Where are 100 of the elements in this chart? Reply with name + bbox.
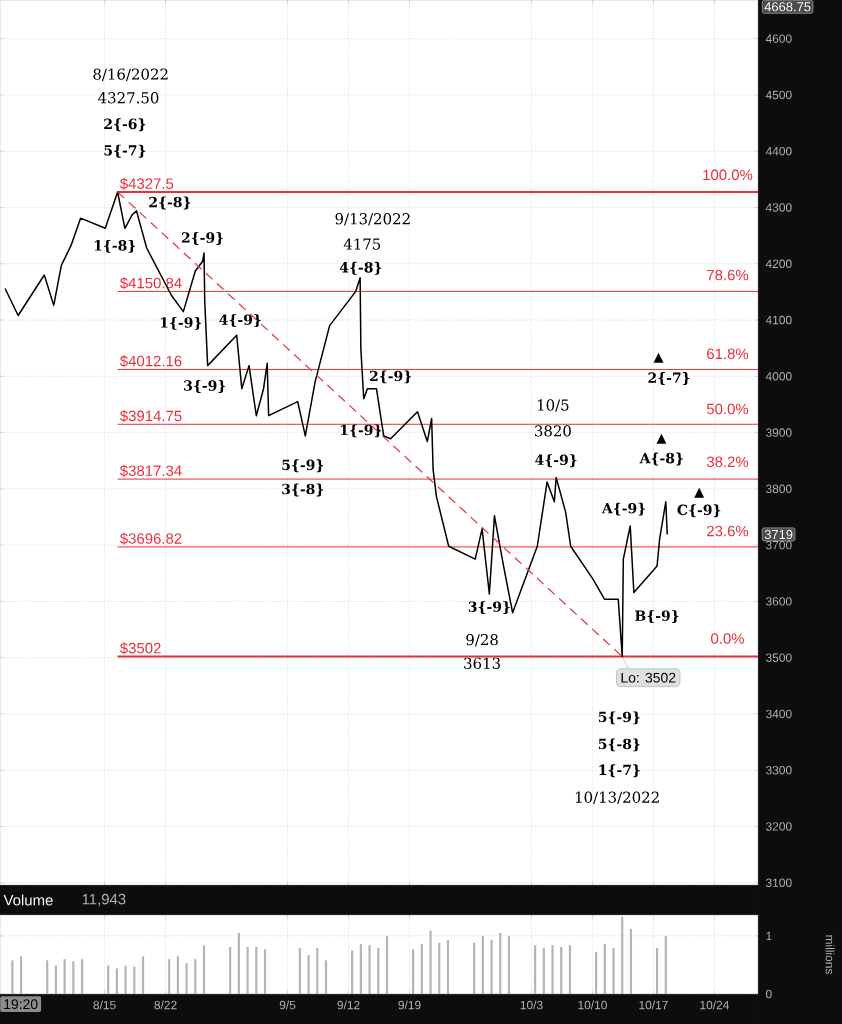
- annotation: 5{-9}: [282, 459, 324, 473]
- annotation: 10/13/2022: [575, 791, 659, 805]
- ref-line-label: $3502: [119, 642, 161, 655]
- bar: [351, 950, 354, 994]
- bar: [115, 968, 118, 994]
- bar: [237, 933, 240, 994]
- annotation: 10/5: [537, 399, 569, 412]
- bar: [255, 946, 258, 994]
- annotation: 4{-9}: [535, 454, 577, 468]
- y-tick-label: 3500: [765, 653, 792, 662]
- y-tick-label: 4100: [765, 315, 792, 325]
- bar: [560, 946, 563, 994]
- bar: [568, 945, 572, 994]
- bar: [298, 948, 301, 994]
- y-tick-label: 4000: [765, 372, 792, 381]
- annotation: A{-8}: [639, 452, 683, 466]
- bar: [551, 945, 554, 994]
- bar: [368, 945, 371, 994]
- annotation: 4327.50: [98, 92, 159, 104]
- bar: [612, 948, 615, 994]
- annotation: 50.0%: [706, 403, 749, 415]
- bar: [46, 960, 49, 994]
- annotation: Lo: 3502: [621, 672, 676, 683]
- x-tick-label: 10/10: [578, 1000, 607, 1010]
- text: 4668.75: [764, 2, 811, 12]
- bar: [481, 935, 484, 994]
- bar: [307, 955, 310, 994]
- bar: [72, 961, 75, 994]
- bar: [621, 916, 624, 994]
- ref-line-label: $4327.5: [119, 177, 174, 190]
- annotation: 61.8%: [707, 348, 749, 360]
- bar: [542, 948, 545, 994]
- bar: [185, 963, 188, 994]
- bar: [507, 935, 511, 994]
- bar: [246, 946, 249, 994]
- x-tick-label: 8/22: [154, 1000, 177, 1010]
- bar: [11, 960, 14, 994]
- x-tick-label: 10/17: [639, 1000, 668, 1010]
- bar: [595, 952, 598, 994]
- y-tick-label: 4500: [765, 90, 792, 100]
- y-tick-label: 3700: [765, 540, 792, 550]
- bar: [229, 946, 232, 994]
- annotation: ▲: [656, 433, 667, 444]
- chart-title: Volume: [3, 894, 53, 906]
- annotation: 2{-9}: [369, 370, 412, 384]
- bar: [80, 959, 84, 994]
- annotation: 5{-9}: [598, 711, 640, 725]
- bar: [499, 933, 502, 994]
- x-tick-label: 9/5: [279, 1000, 296, 1010]
- annotation: 1{-9}: [340, 424, 382, 438]
- annotation: 2{-8}: [149, 196, 191, 210]
- bar: [359, 944, 362, 994]
- annotation: 3{-8}: [282, 483, 324, 497]
- annotation: C{-9}: [677, 504, 721, 518]
- annotation: 5{-8}: [598, 738, 640, 752]
- annotation: 9/28: [466, 633, 498, 647]
- annotation: 78.6%: [707, 269, 749, 281]
- annotation: 4{-9}: [219, 314, 261, 328]
- bar: [490, 939, 493, 994]
- y-tick-label: 4300: [765, 203, 792, 212]
- ref-line-label: $3914.75: [119, 409, 182, 423]
- bar: [324, 960, 328, 994]
- bar: [168, 959, 171, 994]
- annotation: 1{-7}: [599, 764, 640, 778]
- annotation: 3613: [464, 657, 500, 669]
- annotation: ▲: [694, 487, 705, 498]
- bar: [429, 930, 432, 994]
- ref-line-label: $4012.16: [119, 355, 182, 368]
- y-tick-label: 3800: [765, 484, 792, 494]
- annotation: 8/16/2022: [93, 68, 168, 81]
- annotation: 5{-7}: [104, 144, 146, 158]
- x-tick-label: 10/3: [520, 1000, 543, 1010]
- y-tick-label: 0: [765, 989, 772, 999]
- annotation: 23.6%: [707, 525, 749, 537]
- y-tick-label: 4200: [765, 259, 792, 268]
- bar: [133, 966, 136, 994]
- y-tick-label: 3400: [765, 709, 792, 719]
- annotation: 2{-9}: [181, 232, 223, 245]
- y-tick-label: 4600: [765, 34, 792, 43]
- y-tick-label: 1: [766, 931, 772, 941]
- bar: [534, 945, 537, 994]
- annotation: A{-9}: [601, 502, 646, 516]
- annotation: 4{-8}: [339, 261, 382, 275]
- bar: [141, 956, 145, 994]
- bar: [63, 959, 66, 994]
- annotation: 9/13/2022: [335, 213, 410, 226]
- bar: [655, 948, 659, 994]
- y-tick-label: 4400: [765, 146, 792, 156]
- annotation: 2{-7}: [648, 372, 690, 385]
- bar: [202, 945, 206, 994]
- bar: [194, 959, 197, 994]
- x-tick-label: 9/12: [337, 1000, 360, 1010]
- x-tick-label: 9/19: [398, 1000, 421, 1010]
- bar: [438, 942, 441, 994]
- ref-line-label: $3696.82: [119, 532, 182, 545]
- bar: [603, 944, 606, 994]
- x-tick-label: 8/15: [93, 1000, 116, 1010]
- annotation: 1{-9}: [160, 316, 202, 330]
- bar: [664, 935, 667, 994]
- y-tick-label: 3900: [765, 428, 792, 437]
